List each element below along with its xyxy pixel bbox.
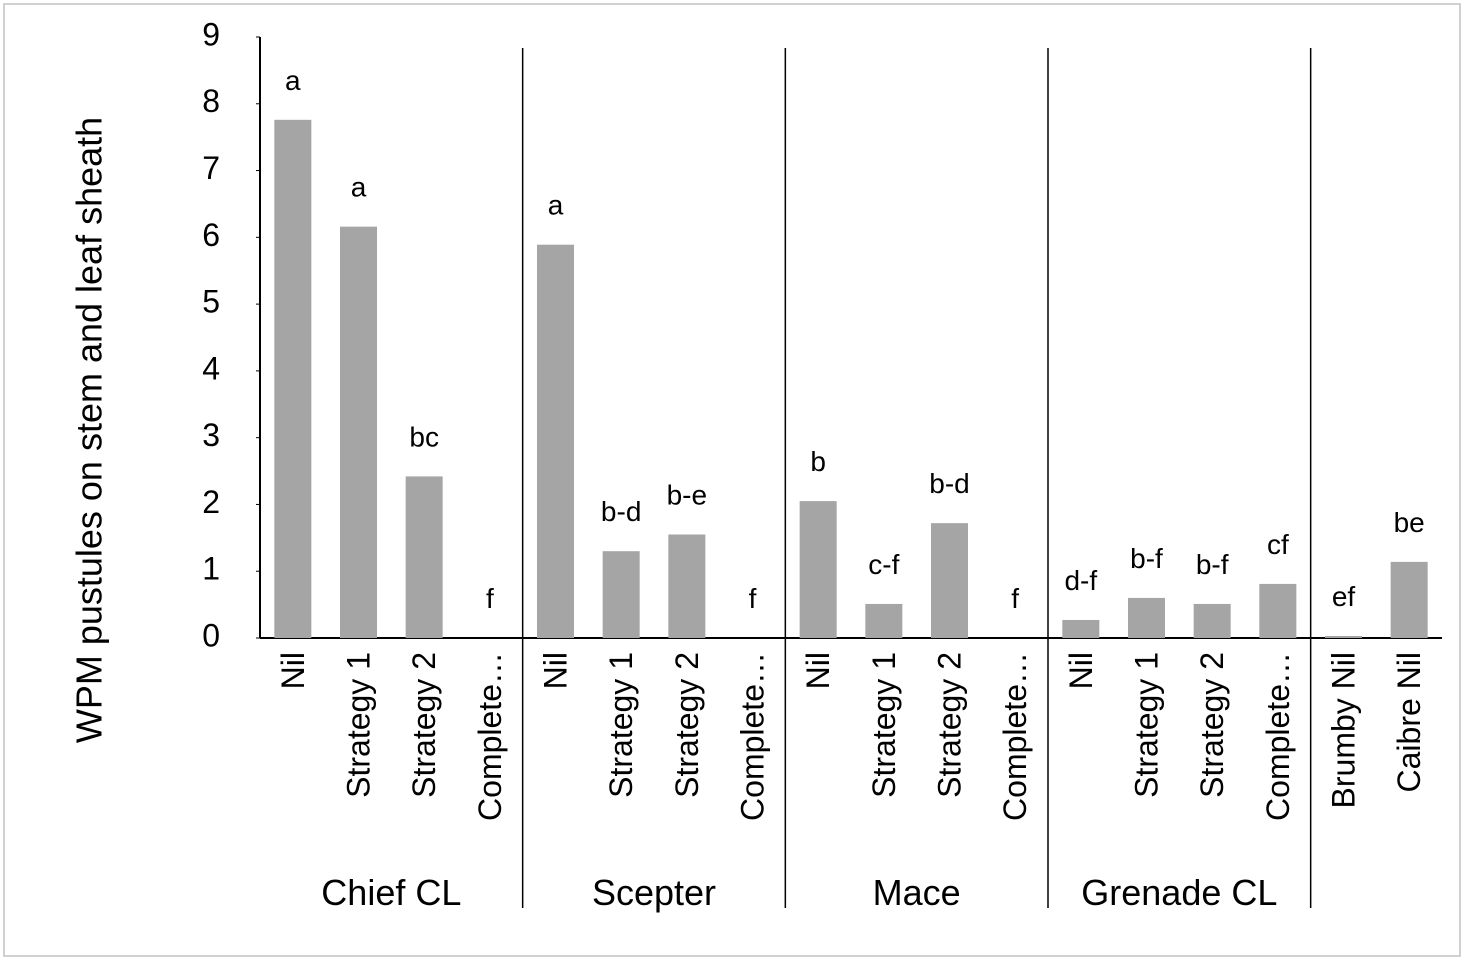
y-tick-label: 2: [202, 484, 220, 520]
bar: [865, 603, 903, 638]
group-label: Grenade CL: [1081, 872, 1277, 913]
x-tick-label: Strategy 2: [1194, 652, 1230, 798]
x-tick-label: Nil: [275, 652, 311, 689]
bar: [1259, 583, 1297, 638]
significance-letter: a: [548, 190, 564, 221]
significance-letter: b-e: [667, 479, 707, 510]
y-axis-label: WPM pustules on stem and leaf sheath: [69, 117, 110, 743]
y-tick-label: 8: [202, 83, 220, 119]
x-tick-label: Caibre Nil: [1391, 652, 1427, 792]
x-tick-label: Complete…: [1260, 652, 1296, 821]
x-tick-label: Brumby Nil: [1326, 652, 1362, 808]
significance-letter: cf: [1267, 529, 1289, 560]
significance-letter: b-f: [1130, 543, 1163, 574]
x-tick-label: Nil: [538, 652, 574, 689]
significance-letter: b-d: [601, 496, 641, 527]
significance-letter: f: [1011, 583, 1019, 614]
x-tick-label: Strategy 1: [1129, 652, 1165, 798]
bar: [1128, 597, 1165, 638]
group-label: Scepter: [592, 872, 716, 913]
significance-letter: f: [749, 583, 757, 614]
bar: [602, 551, 640, 638]
x-tick-label: Nil: [800, 652, 836, 689]
significance-letter: d-f: [1064, 565, 1097, 596]
y-tick-label: 9: [202, 16, 220, 52]
significance-letter: a: [285, 65, 301, 96]
bar: [340, 226, 377, 638]
bar: [1325, 635, 1362, 638]
significance-letter: ef: [1332, 581, 1356, 612]
y-tick-label: 3: [202, 417, 220, 453]
y-tick-label: 6: [202, 217, 220, 253]
group-label: Chief CL: [321, 872, 461, 913]
bar: [274, 119, 312, 638]
x-tick-label: Strategy 1: [603, 652, 639, 798]
bar: [931, 523, 968, 638]
bar: [799, 501, 837, 638]
bar: [1193, 603, 1231, 638]
chart-border: [3, 3, 1461, 957]
x-tick-label: Strategy 1: [341, 652, 377, 798]
x-tick-label: Complete…: [997, 652, 1033, 821]
bar: [1062, 619, 1100, 638]
significance-letter: c-f: [868, 549, 899, 580]
significance-letter: b-f: [1196, 549, 1229, 580]
x-tick-label: Strategy 2: [406, 652, 442, 798]
bar: [1390, 561, 1428, 638]
group-label: Mace: [873, 872, 961, 913]
significance-letter: b: [810, 446, 826, 477]
significance-letter: be: [1394, 507, 1425, 538]
y-tick-label: 4: [202, 350, 220, 386]
x-tick-label: Complete…: [735, 652, 771, 821]
y-tick-label: 0: [202, 617, 220, 653]
x-tick-label: Strategy 1: [866, 652, 902, 798]
significance-letter: b-d: [929, 468, 969, 499]
significance-letter: a: [351, 172, 367, 203]
x-tick-label: Complete…: [472, 652, 508, 821]
y-tick-label: 7: [202, 150, 220, 186]
bar: [537, 244, 574, 638]
x-tick-label: Nil: [1063, 652, 1099, 689]
y-tick-label: 1: [202, 551, 220, 587]
x-tick-label: Strategy 2: [932, 652, 968, 798]
bar: [405, 476, 443, 638]
significance-letter: f: [486, 583, 494, 614]
x-tick-label: Strategy 2: [669, 652, 705, 798]
significance-letter: bc: [409, 421, 439, 452]
bar: [668, 534, 706, 638]
y-tick-label: 5: [202, 284, 220, 320]
